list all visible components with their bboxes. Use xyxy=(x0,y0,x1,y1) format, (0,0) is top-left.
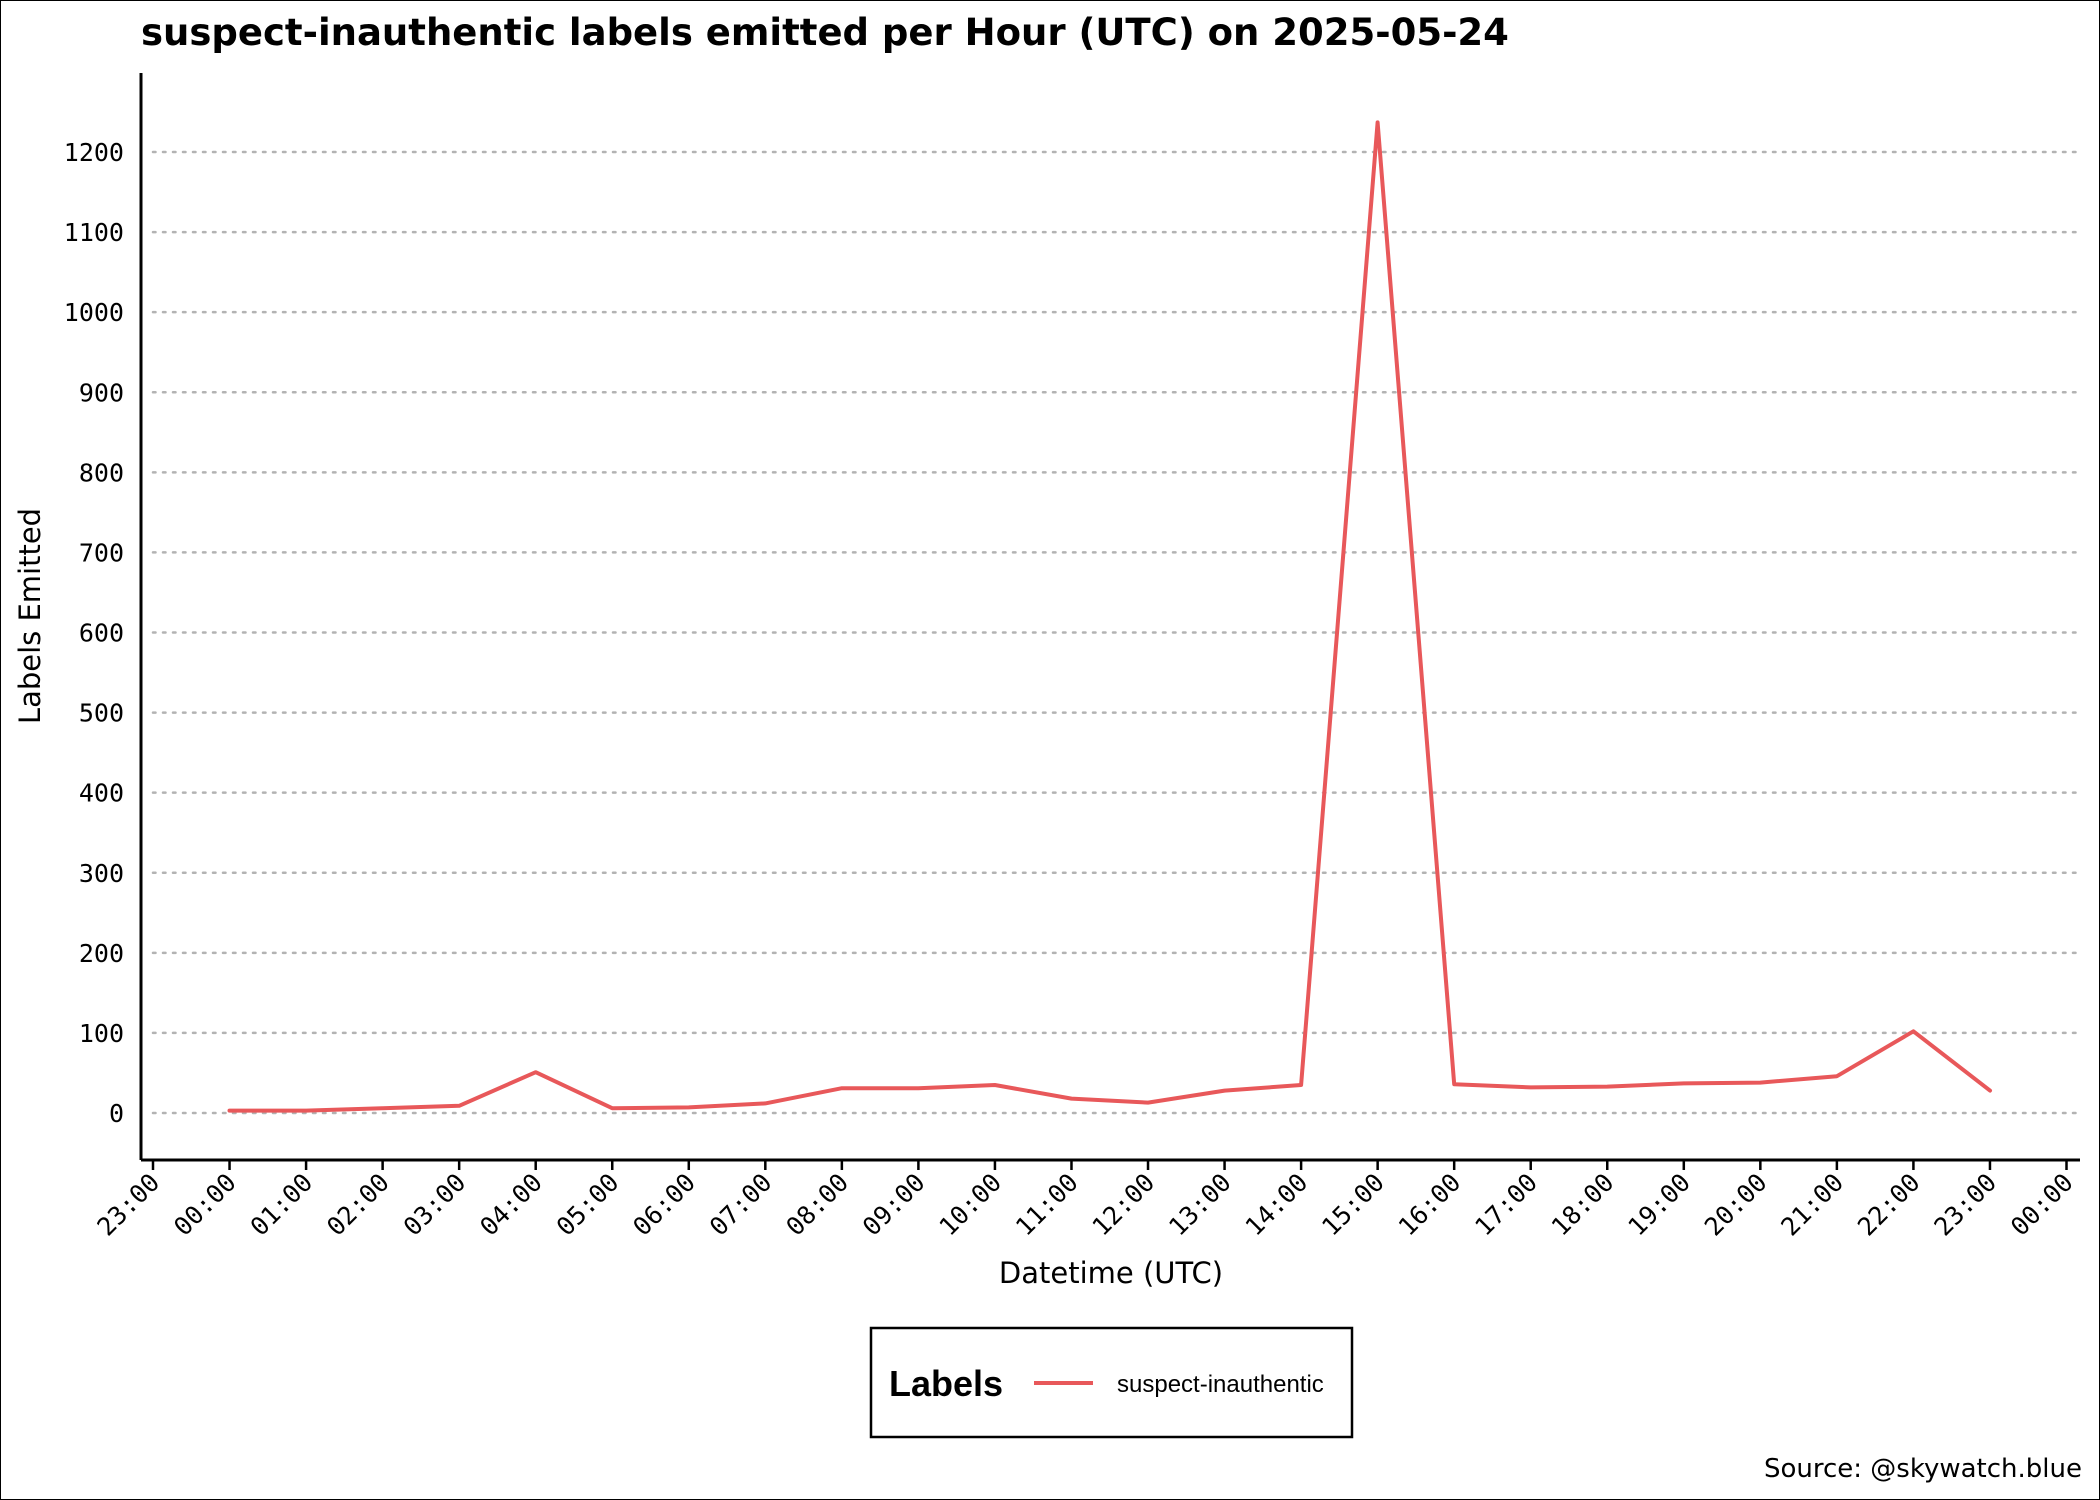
x-tick-label: 18:00 xyxy=(1546,1168,1620,1242)
x-tick-label: 05:00 xyxy=(551,1168,625,1242)
source-caption: Source: @skywatch.blue xyxy=(1764,1454,2082,1484)
x-tick-label: 16:00 xyxy=(1393,1168,1467,1242)
y-axis-ticks: 0 100 200 300 400 500 600 700 800 900 1000 1100 1200 xyxy=(64,138,124,1128)
x-axis-ticks: 23:00 00:00 01:00 02:00 03:00 04:00 05:00 06:00… xyxy=(92,1160,2079,1241)
x-tick-label: 20:00 xyxy=(1699,1168,1773,1242)
x-tick-label: 02:00 xyxy=(321,1168,395,1242)
x-tick-label: 19:00 xyxy=(1622,1168,1696,1242)
x-tick-label: 12:00 xyxy=(1087,1168,1161,1242)
x-tick-label: 00:00 xyxy=(168,1168,242,1242)
x-tick-label: 15:00 xyxy=(1316,1168,1390,1242)
grid-lines xyxy=(151,150,2082,1115)
x-tick-label: 09:00 xyxy=(857,1168,931,1242)
legend-label: suspect-inauthentic xyxy=(1117,1371,1324,1398)
y-tick-label: 0 xyxy=(109,1099,124,1128)
y-tick-label: 700 xyxy=(79,538,124,567)
y-tick-label: 1200 xyxy=(64,138,124,167)
y-tick-label: 800 xyxy=(79,458,124,487)
x-tick-label: 01:00 xyxy=(245,1168,319,1242)
x-tick-label: 14:00 xyxy=(1240,1168,1314,1242)
legend-box xyxy=(869,1326,1354,1439)
x-tick-label: 10:00 xyxy=(933,1168,1007,1242)
x-tick-label: 04:00 xyxy=(474,1168,548,1242)
x-tick-label: 00:00 xyxy=(2005,1168,2079,1242)
x-axis-title: Datetime (UTC) xyxy=(999,1256,1223,1290)
y-tick-label: 400 xyxy=(79,779,124,808)
x-tick-label: 22:00 xyxy=(1852,1168,1926,1242)
x-tick-label: 23:00 xyxy=(1928,1168,2002,1242)
chart-title: suspect-inauthentic labels emitted per H… xyxy=(141,11,1509,54)
x-tick-label: 06:00 xyxy=(627,1168,701,1242)
y-tick-label: 300 xyxy=(79,859,124,888)
x-tick-label: 07:00 xyxy=(704,1168,778,1242)
y-axis-title: Labels Emitted xyxy=(13,508,47,724)
series-layer xyxy=(227,120,1992,1113)
y-tick-label: 200 xyxy=(79,939,124,968)
x-tick-label: 13:00 xyxy=(1163,1168,1237,1242)
legend: Labels suspect-inauthentic xyxy=(869,1326,1354,1439)
x-tick-label: 23:00 xyxy=(92,1168,166,1242)
x-tick-label: 03:00 xyxy=(398,1168,472,1242)
series-line-suspect-inauthentic xyxy=(227,120,1992,1113)
y-tick-label: 900 xyxy=(79,378,124,407)
legend-title: Labels xyxy=(889,1363,1003,1404)
x-tick-label: 08:00 xyxy=(780,1168,854,1242)
y-tick-label: 600 xyxy=(79,619,124,648)
x-tick-label: 17:00 xyxy=(1469,1168,1543,1242)
x-tick-label: 11:00 xyxy=(1010,1168,1084,1242)
y-tick-label: 500 xyxy=(79,699,124,728)
y-tick-label: 100 xyxy=(79,1019,124,1048)
x-tick-label: 21:00 xyxy=(1775,1168,1849,1242)
y-tick-label: 1000 xyxy=(64,298,124,327)
y-tick-label: 1100 xyxy=(64,218,124,247)
